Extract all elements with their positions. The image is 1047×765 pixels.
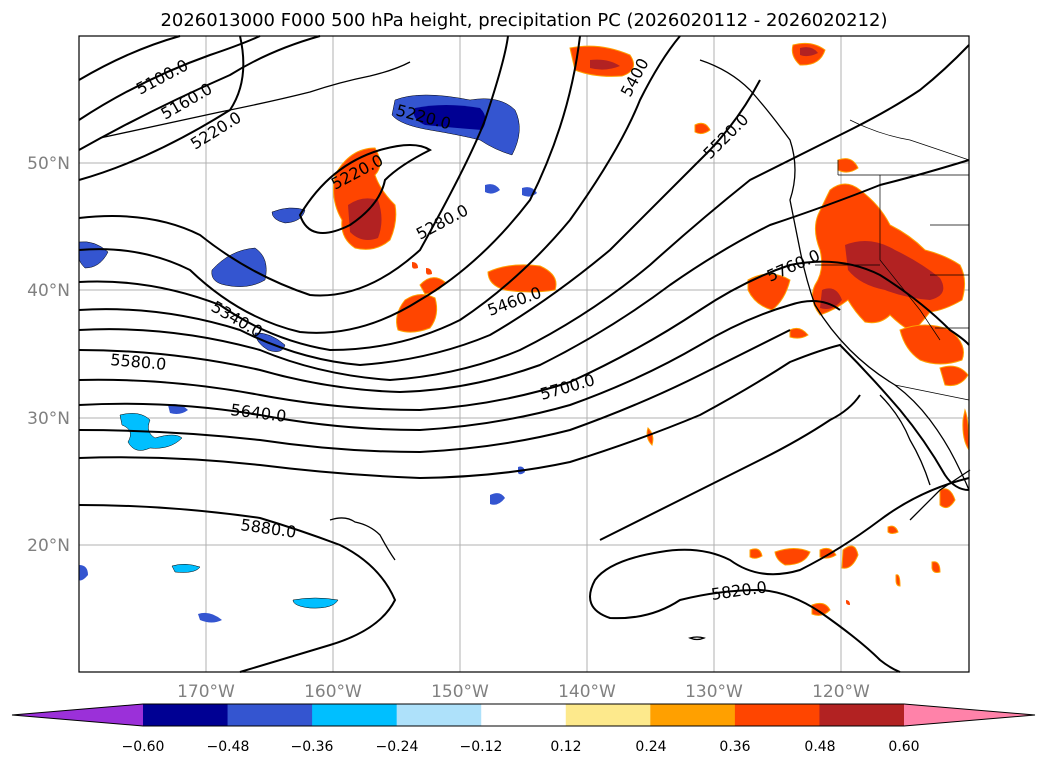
- lon-tick-label: 130°W: [685, 682, 743, 702]
- lat-tick-label: 30°N: [27, 409, 70, 429]
- colorbar-segment: [819, 704, 905, 726]
- lat-tick-labels: 20°N 30°N 40°N 50°N: [27, 154, 70, 556]
- colorbar-segment: [734, 704, 820, 726]
- lat-tick-label: 20°N: [27, 536, 70, 556]
- colorbar-tick-label: 0.36: [719, 739, 750, 755]
- colorbar-tick-label: 0.12: [550, 739, 581, 755]
- colorbar-segment: [312, 704, 398, 726]
- colorbar-tick-label: 0.48: [804, 739, 835, 755]
- colorbar-tick-label: −0.12: [460, 739, 503, 755]
- lat-tick-label: 40°N: [27, 281, 70, 301]
- colorbar-tick-label: 0.24: [635, 739, 666, 755]
- coastlines: [99, 59, 971, 641]
- colorbar-extend-max: [904, 704, 1035, 726]
- colorbar-segment: [565, 704, 651, 726]
- colorbar-extend-min: [12, 704, 143, 726]
- colorbar-tick-label: 0.60: [888, 739, 919, 755]
- precipitation-positive: [333, 42, 970, 616]
- colorbar-tick-label: −0.36: [291, 739, 334, 755]
- colorbar-segment: [227, 704, 313, 726]
- colorbar-segment: [650, 704, 736, 726]
- lon-tick-labels: 170°W 160°W 150°W 140°W 130°W 120°W: [177, 682, 870, 702]
- colorbar-segment: [481, 704, 567, 726]
- lon-tick-label: 150°W: [431, 682, 489, 702]
- lon-tick-label: 120°W: [812, 682, 870, 702]
- lat-tick-label: 50°N: [27, 154, 70, 174]
- map-area: [79, 36, 969, 672]
- state-borders: [815, 119, 970, 401]
- colorbar-segment: [143, 704, 229, 726]
- height-contours: [78, 35, 970, 673]
- gridlines: [79, 36, 969, 672]
- colorbar-segment: [396, 704, 482, 726]
- colorbar-tick-label: −0.60: [122, 739, 165, 755]
- colorbar-outline: [11, 703, 1036, 727]
- lon-tick-label: 160°W: [304, 682, 362, 702]
- contour-label: 5580.0: [110, 350, 167, 374]
- colorbar: [11, 703, 1036, 727]
- map-frame: [78, 35, 970, 673]
- lon-tick-label: 170°W: [177, 682, 235, 702]
- colorbar-tick-labels: −0.60 −0.48 −0.36 −0.24 −0.12 0.12 0.24 …: [122, 739, 920, 755]
- colorbar-tick-label: −0.48: [207, 739, 250, 755]
- map-title: 2026013000 F000 500 hPa height, precipit…: [160, 10, 887, 31]
- lon-tick-label: 140°W: [558, 682, 616, 702]
- colorbar-tick-label: −0.24: [376, 739, 419, 755]
